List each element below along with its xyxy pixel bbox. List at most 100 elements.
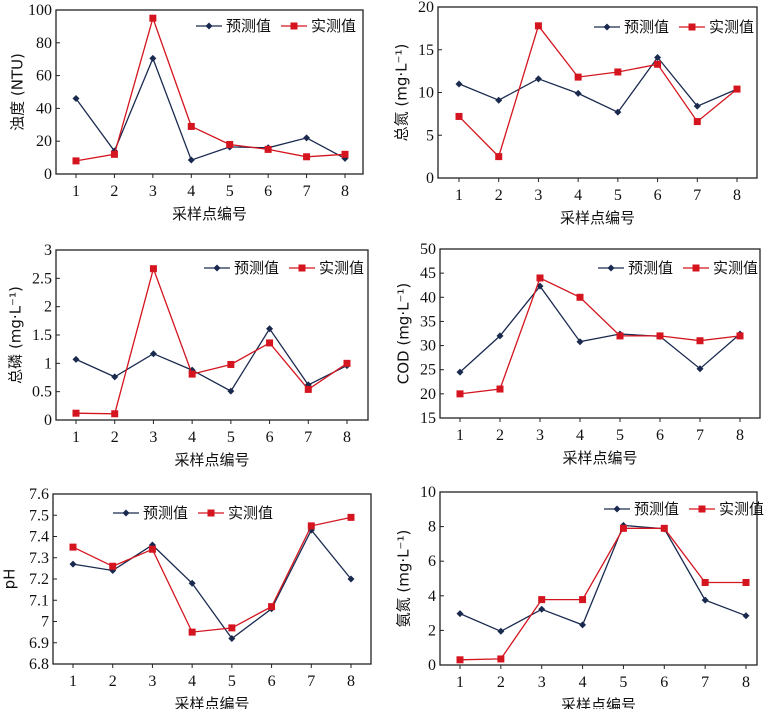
measured-point [110,150,118,158]
y-axis-title: 总磷 (mg·L⁻¹) [7,286,25,384]
predicted-point [497,627,505,635]
measured-point [496,385,504,393]
legend-measured-label: 实测值 [719,500,764,518]
legend-predicted-label: 预测值 [624,18,669,36]
plot-frame [439,491,758,666]
x-tick-label: 1 [455,187,463,204]
predicted-point [266,325,274,333]
legend-measured-marker [692,264,700,272]
x-axis-title: 采样点编号 [172,205,247,223]
x-tick-label: 1 [72,183,80,200]
predicted-point [576,338,584,346]
y-tick-label: 1 [44,355,52,372]
x-tick-label: 7 [304,429,312,446]
y-tick-label: 0.5 [32,384,52,401]
y-tick-label: 45 [420,265,436,282]
x-tick-label: 2 [497,674,505,691]
chart-panel-5: 6.8 6.9 7 7.1 7.2 7.3 7.4 7.5 7.6 1 2 3 4 5 6 7 8 采样点编号 pH… [1,486,372,709]
x-tick-label: 3 [149,429,157,446]
legend: 预测值 实测值 [594,18,754,36]
measured-point [742,578,750,586]
measured-point [614,68,622,76]
measured-point [654,60,662,68]
predicted-point [72,95,80,103]
predicted-point [538,605,546,613]
predicted-point [187,156,195,164]
predicted-point [496,332,504,340]
legend: 预测值 实测值 [204,259,364,277]
y-tick-label: 7 [41,614,49,631]
x-tick-label: 7 [696,427,704,444]
legend-predicted-label: 预测值 [226,17,271,35]
plot-frame [52,493,372,665]
measured-point [455,112,463,120]
measured-point [456,390,464,398]
measured-point [266,339,274,347]
legend-measured-marker [298,264,306,272]
measured-point [574,73,582,81]
y-tick-label: 8 [428,519,436,536]
predicted-point [574,89,582,97]
x-tick-label: 6 [264,183,272,200]
measured-point [149,265,157,273]
x-tick-label: 8 [736,427,744,444]
legend: 预测值 实测值 [598,259,758,277]
x-axis-title: 采样点编号 [561,696,636,709]
predicted-point [495,96,503,104]
x-tick-label: 8 [343,429,351,446]
measured-point [534,22,542,30]
x-tick-label: 8 [341,183,349,200]
y-tick-label: 5 [426,127,434,144]
predicted-line [458,56,738,114]
legend-predicted-label: 预测值 [234,259,279,277]
y-axis-title: 总氮 (mg·L⁻¹) [393,44,411,142]
predicted-point [149,350,157,358]
y-tick-label: 6.9 [29,635,49,652]
predicted-point [534,75,542,83]
predicted-point [456,368,464,376]
measured-point [693,118,701,126]
x-tick-label: 7 [693,187,701,204]
x-tick-label: 5 [228,673,236,690]
legend: 预测值 实测值 [604,500,764,518]
x-tick-label: 2 [496,427,504,444]
y-tick-label: 30 [420,338,436,355]
x-tick-label: 4 [188,673,196,690]
predicted-point [228,635,236,642]
x-axis-title: 采样点编号 [174,451,249,469]
predicted-point [701,596,709,604]
predicted-point [111,373,119,381]
y-tick-label: 7.2 [29,571,49,588]
measured-point [656,332,664,340]
predicted-point [455,80,463,88]
x-tick-label: 6 [656,427,664,444]
measured-line [75,266,348,415]
chart-panel-2: 0 5 10 15 20 1 2 3 4 5 6 7 8 采样点编号 总氮 (mg·L⁻¹) 预测值 实测值 [393,0,758,227]
measured-line [458,24,738,158]
x-tick-label: 5 [614,187,622,204]
x-tick-label: 3 [534,187,542,204]
plot-frame [55,9,364,175]
y-tick-label: 7.4 [29,529,49,546]
x-axis-title: 采样点编号 [560,209,635,227]
x-tick-label: 8 [742,674,750,691]
x-tick-label: 3 [149,183,157,200]
measured-point [304,385,312,393]
x-tick-label: 6 [660,674,668,691]
measured-point [226,140,234,148]
measured-point [495,153,503,161]
measured-point [307,522,315,530]
predicted-point [456,610,464,618]
y-tick-label: 20 [420,386,436,403]
measured-point [264,145,272,153]
chart-panel-1: 0 20 40 60 80 100 1 2 3 4 5 6 7 8 采样点编号 浊度 (NTU) 预测值 实测值 [9,2,364,223]
y-tick-label: 20 [418,0,434,16]
legend-measured-marker [688,23,696,31]
y-tick-label: 40 [420,289,436,306]
predicted-point [654,53,662,61]
x-tick-label: 6 [266,429,274,446]
x-tick-label: 5 [226,183,234,200]
